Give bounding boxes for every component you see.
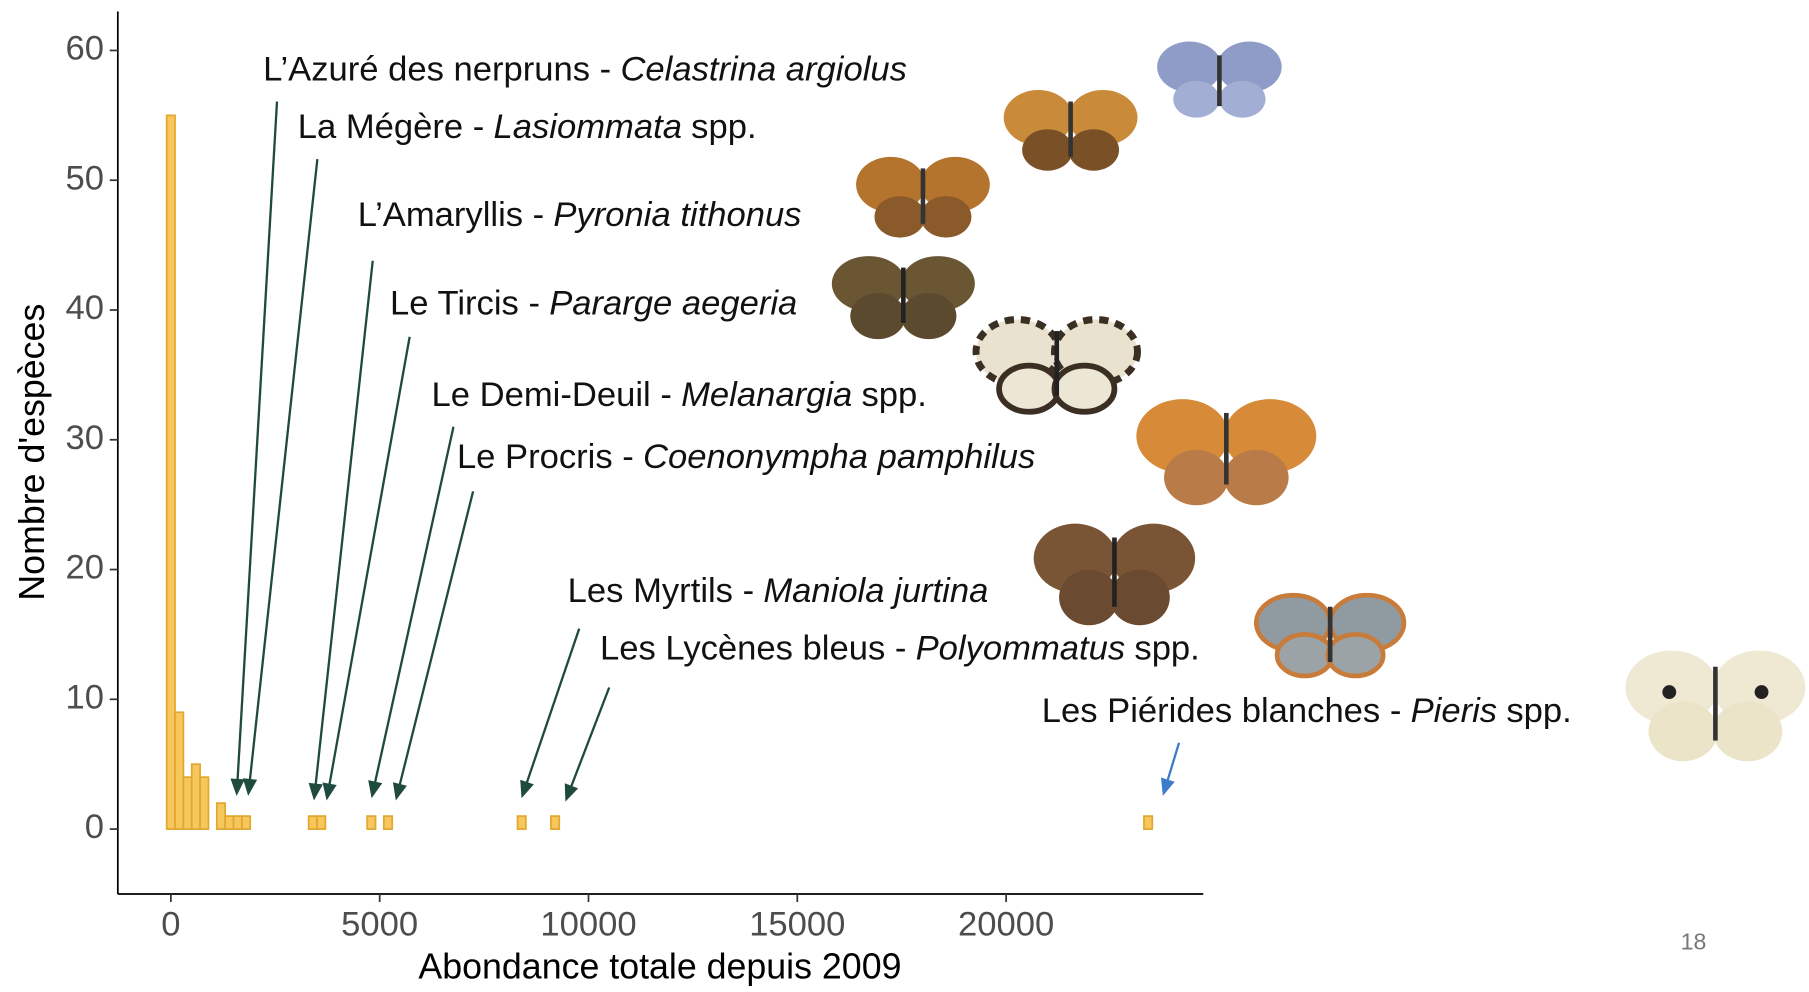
butterfly (856, 156, 990, 238)
annotation-species: Polyommatus (916, 630, 1126, 668)
y-tick-label: 60 (65, 30, 103, 68)
annotation: L’Amaryllis - Pyronia tithonus (358, 196, 802, 234)
x-tick-label: 15000 (749, 905, 845, 943)
annotation-name: Les Piérides blanches - (1042, 692, 1402, 730)
annotation: Les Myrtils - Maniola jurtina (568, 572, 989, 610)
butterfly (1136, 399, 1317, 506)
butterflies (831, 41, 1806, 762)
y-tick-label: 30 (65, 419, 103, 457)
annotation-species: Celastrina argiolus (620, 51, 907, 89)
butterfly (1033, 523, 1196, 626)
y-tick-label: 0 (85, 808, 104, 846)
annotation-suffix: spp. (1506, 692, 1571, 730)
arrow-head (308, 782, 323, 801)
bar (215, 802, 227, 830)
arrow-head (392, 782, 407, 801)
x-axis-title: Abondance totale depuis 2009 (418, 946, 901, 986)
bar (516, 815, 527, 830)
arrow-head (230, 778, 245, 796)
butterfly (831, 256, 975, 340)
annotation-name: Le Procris - (457, 438, 634, 476)
page-number: 18 (1681, 929, 1707, 955)
y-axis-title: Nombre d'espèces (12, 304, 52, 601)
arrow-line (1166, 742, 1181, 783)
arrow-line (248, 159, 319, 782)
bar (240, 815, 252, 830)
annotation-species: Lasiommata (494, 108, 682, 146)
bar (232, 815, 243, 830)
annotation: L’Azuré des nerpruns - Celastrina argiolu… (263, 51, 907, 89)
annotation-suffix: spp. (691, 108, 756, 146)
bar (366, 815, 377, 830)
annotation: Les Lycènes bleus - Polyommatus spp. (600, 630, 1200, 668)
bar (182, 776, 193, 830)
arrow-head (368, 780, 383, 799)
bar (190, 763, 201, 830)
annotation-name: L’Azuré des nerpruns - (263, 51, 611, 89)
annotation-name: Les Myrtils - (568, 572, 754, 610)
bar (307, 815, 318, 830)
annotation-species: Coenonympha pamphilus (643, 438, 1035, 476)
butterfly (1625, 650, 1806, 762)
annotation-species: Pyronia tithonus (553, 196, 801, 234)
arrow-head (564, 783, 579, 802)
x-tick-label: 5000 (341, 905, 418, 943)
x-tick-label: 10000 (540, 905, 636, 943)
arrow-line (328, 336, 411, 787)
bar (382, 815, 394, 830)
annotation-species: Pieris (1411, 692, 1498, 730)
arrow-line (314, 260, 374, 786)
annotation-name: Le Tircis - (390, 285, 540, 323)
arrow-head (322, 782, 337, 801)
bar (316, 815, 327, 830)
butterfly (1157, 41, 1282, 118)
annotation-suffix: spp. (1134, 630, 1199, 668)
y-tick-label: 10 (65, 678, 103, 716)
arrow-line (569, 687, 611, 789)
annotation-species: Melanargia (681, 376, 852, 414)
butterfly (972, 316, 1141, 415)
y-tick-label: 50 (65, 159, 103, 197)
annotation: Le Demi-Deuil - Melanargia spp. (432, 376, 927, 414)
bar (550, 815, 561, 830)
arrow-head (520, 779, 534, 799)
x-tick-label: 0 (161, 905, 180, 943)
annotation-suffix: spp. (861, 376, 926, 414)
butterfly (1003, 89, 1138, 171)
annotation: Le Tircis - Pararge aegeria (390, 285, 797, 323)
arrow-line (236, 101, 279, 782)
arrow-line (398, 491, 475, 787)
annotation-name: Les Lycènes bleus - (600, 630, 906, 668)
annotation: Le Procris - Coenonympha pamphilus (457, 438, 1035, 476)
bar (224, 815, 235, 830)
bar (165, 114, 176, 830)
bar (199, 776, 210, 830)
annotation-name: Le Demi-Deuil - (432, 376, 672, 414)
annotation: Les Piérides blanches - Pieris spp. (1042, 692, 1572, 730)
y-tick-label: 40 (65, 289, 103, 327)
annotation-name: La Mégère - (298, 108, 485, 146)
bar (174, 711, 185, 830)
arrow-head (1160, 777, 1175, 796)
x-tick-label: 20000 (958, 905, 1054, 943)
annotation: La Mégère - Lasiommata spp. (298, 108, 757, 146)
y-tick-label: 20 (65, 549, 103, 587)
arrow-line (525, 628, 581, 785)
bar (1143, 815, 1154, 830)
arrow-head (242, 778, 258, 796)
arrow-line (373, 426, 455, 785)
annotation-species: Maniola jurtina (763, 572, 988, 610)
annotation-name: L’Amaryllis - (358, 196, 544, 234)
annotation-species: Pararge aegeria (549, 285, 797, 323)
butterfly (1254, 592, 1407, 679)
